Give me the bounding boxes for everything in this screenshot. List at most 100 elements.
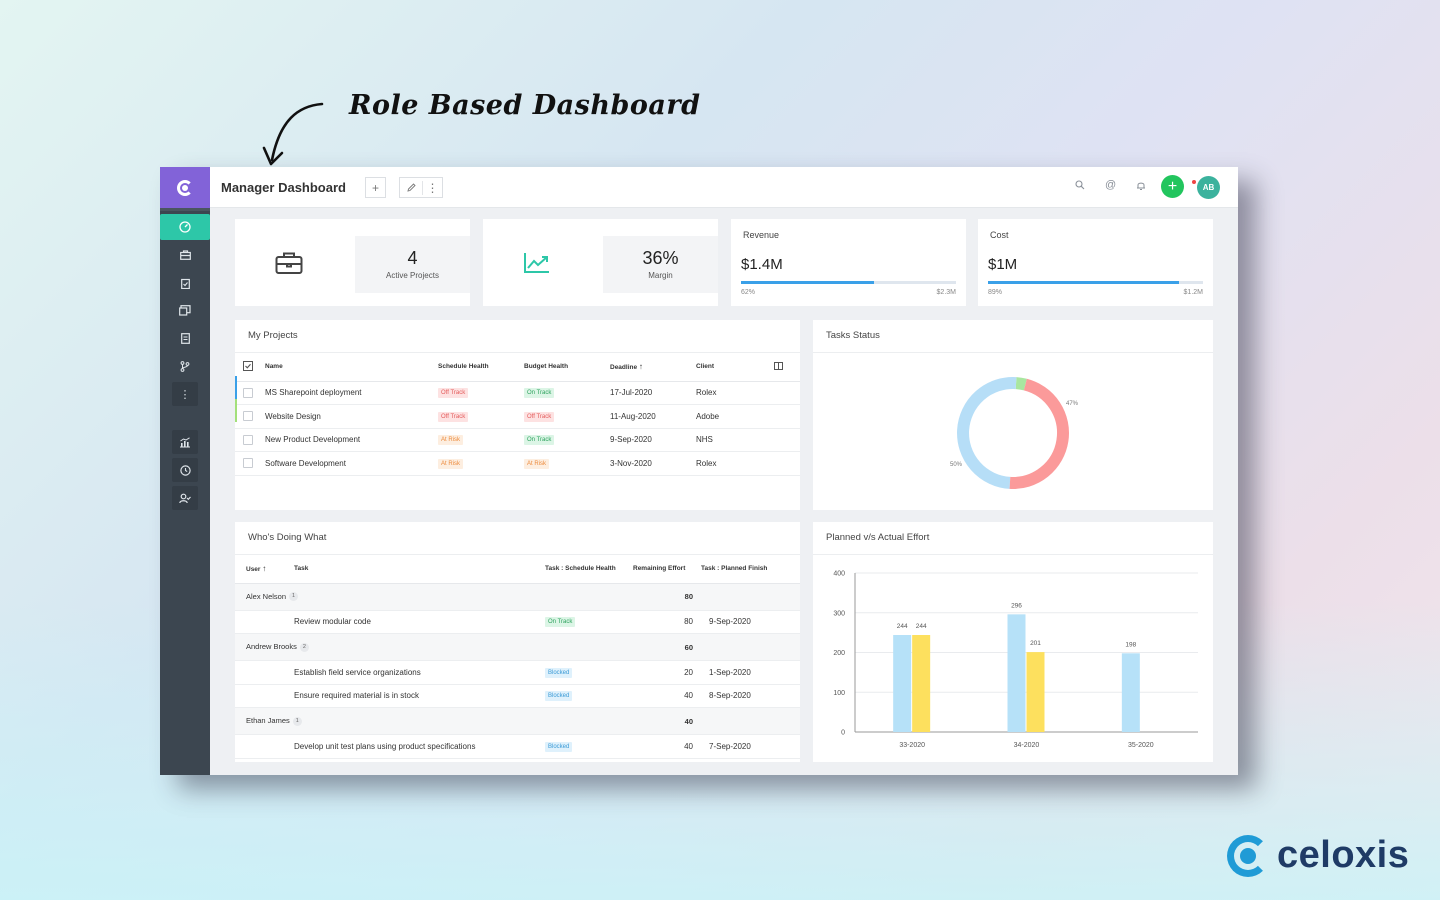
table-row[interactable]: New Product Development At Risk On Track… — [235, 428, 800, 452]
col-budget-health[interactable]: Budget Health — [524, 353, 610, 382]
user-name: Ethan James — [246, 716, 290, 726]
col-name[interactable]: Name — [265, 353, 438, 382]
project-name[interactable]: Software Development — [265, 451, 438, 476]
analytics-icon[interactable] — [172, 430, 198, 454]
project-deadline: 3-Nov-2020 — [610, 451, 696, 476]
project-name[interactable]: MS Sharepoint deployment — [265, 381, 438, 405]
group-effort: 80 — [633, 583, 701, 611]
bar-value-label: 244 — [897, 623, 908, 630]
task-row[interactable]: Ensure required material is in stock Blo… — [235, 684, 800, 708]
task-row[interactable]: Develop unit test plans using product sp… — [235, 734, 800, 759]
cost-percent: 89% — [988, 289, 1003, 296]
clipboard-icon[interactable] — [172, 271, 198, 295]
revenue-progress-bar — [741, 281, 956, 284]
table-row[interactable]: MS Sharepoint deployment Off Track On Tr… — [235, 375, 800, 405]
kpi-value: 4 — [407, 248, 418, 268]
user-group-row[interactable]: Alex Nelson 1 80 — [235, 583, 800, 611]
dashboard-icon[interactable] — [160, 214, 210, 240]
revenue-card[interactable]: Revenue $1.4M 62% $2.3M — [731, 219, 966, 306]
pencil-icon[interactable] — [400, 183, 422, 192]
bell-icon[interactable] — [1136, 180, 1146, 194]
sidebar: ⋮ — [160, 167, 210, 775]
select-all-checkbox[interactable] — [235, 353, 265, 382]
planned-actual-bar-chart: 0 100 200 300 400 244 244 33-2020 296 201 34-2020 1… — [833, 571, 1198, 749]
avatar[interactable]: AB — [1197, 176, 1220, 199]
task-effort: 80 — [633, 610, 701, 634]
y-tick-label: 300 — [833, 610, 845, 617]
bar[interactable] — [1121, 653, 1140, 732]
bar[interactable] — [1007, 614, 1026, 732]
branch-icon[interactable] — [172, 354, 198, 378]
bar[interactable] — [1026, 652, 1045, 732]
revenue-percent: 62% — [741, 289, 756, 296]
curved-arrow-icon — [262, 102, 324, 166]
edit-toolbar: ⋮ — [399, 177, 443, 198]
document-icon[interactable] — [172, 326, 198, 350]
table-row[interactable]: Software Development At Risk At Risk 3-N… — [235, 451, 800, 476]
task-row[interactable]: Establish field service organizations Bl… — [235, 660, 800, 685]
col-remaining-effort[interactable]: Remaining Effort — [633, 555, 701, 584]
task-finish: 8-Sep-2020 — [701, 684, 800, 708]
col-task[interactable]: Task — [294, 555, 545, 584]
col-deadline[interactable]: Deadline ↑ — [610, 353, 696, 382]
project-name[interactable]: Website Design — [265, 404, 438, 429]
app-logo[interactable] — [160, 167, 210, 208]
reports-icon[interactable] — [172, 298, 198, 322]
cost-title: Cost — [990, 230, 1009, 240]
row-checkbox[interactable] — [243, 434, 253, 445]
project-deadline: 17-Jul-2020 — [610, 381, 696, 405]
kpi-active-projects[interactable]: 4 Active Projects — [235, 219, 470, 306]
budget-health-badge: On Track — [524, 435, 555, 446]
columns-icon[interactable] — [774, 353, 800, 382]
donut-slice[interactable] — [957, 377, 1017, 489]
mention-icon[interactable]: @ — [1105, 179, 1117, 191]
task-name[interactable]: Review modular code — [294, 610, 545, 634]
search-icon[interactable] — [1075, 180, 1085, 193]
row-checkbox[interactable] — [243, 458, 253, 469]
kpi-box: 36% Margin — [603, 236, 718, 293]
donut-slice[interactable] — [1015, 377, 1027, 391]
page-title: Manager Dashboard — [221, 180, 346, 195]
more-options-button[interactable]: ⋮ — [422, 180, 442, 195]
kpi-value: 36% — [642, 248, 679, 268]
col-client[interactable]: Client — [696, 353, 774, 382]
card-title: My Projects — [248, 330, 298, 341]
row-checkbox[interactable] — [243, 411, 253, 422]
user-check-icon[interactable] — [172, 486, 198, 510]
task-name[interactable]: Establish field service organizations — [294, 660, 545, 685]
bar-value-label: 201 — [1030, 640, 1041, 647]
task-count-badge: 2 — [299, 642, 309, 652]
schedule-health-badge: At Risk — [438, 435, 464, 446]
col-schedule-health[interactable]: Schedule Health — [438, 353, 524, 382]
donut-label-b: 50% — [950, 462, 963, 468]
user-group-row[interactable]: Ethan James 1 40 — [235, 707, 800, 735]
task-name[interactable]: Ensure required material is in stock — [294, 684, 545, 708]
revenue-title: Revenue — [743, 230, 780, 240]
donut-slice[interactable] — [1009, 378, 1069, 489]
project-name[interactable]: New Product Development — [265, 428, 438, 452]
table-row[interactable]: Website Design Off Track Off Track 11-Au… — [235, 399, 800, 429]
add-widget-button[interactable]: + — [365, 177, 386, 198]
col-user[interactable]: User ↑ — [235, 555, 294, 584]
col-user-label: User — [246, 566, 261, 574]
top-bar: Manager Dashboard + ⋮ @ + AB — [210, 167, 1238, 208]
col-planned-finish[interactable]: Task : Planned Finish — [701, 555, 800, 584]
cost-card[interactable]: Cost $1M 89% $1.2M — [978, 219, 1213, 306]
briefcase-icon[interactable] — [172, 243, 198, 267]
kpi-margin[interactable]: 36% Margin — [483, 219, 718, 306]
bar[interactable] — [893, 635, 912, 732]
task-row[interactable]: Review modular code On Track 80 9-Sep-20… — [235, 610, 800, 634]
project-client: Rolex — [696, 381, 774, 405]
bar[interactable] — [912, 635, 931, 732]
col-task-schedule-health[interactable]: Task : Schedule Health — [545, 555, 633, 584]
clock-icon[interactable] — [172, 458, 198, 482]
y-tick-label: 100 — [833, 690, 845, 697]
row-checkbox[interactable] — [243, 387, 253, 398]
celoxis-mark-icon — [1227, 834, 1269, 877]
create-button[interactable]: + — [1161, 175, 1184, 198]
more-icon[interactable]: ⋮ — [172, 382, 198, 406]
user-group-row[interactable]: Andrew Brooks 2 60 — [235, 633, 800, 661]
task-name[interactable]: Develop unit test plans using product sp… — [294, 734, 545, 759]
row-accent — [235, 399, 237, 423]
cost-total: $1.2M — [1183, 289, 1203, 296]
